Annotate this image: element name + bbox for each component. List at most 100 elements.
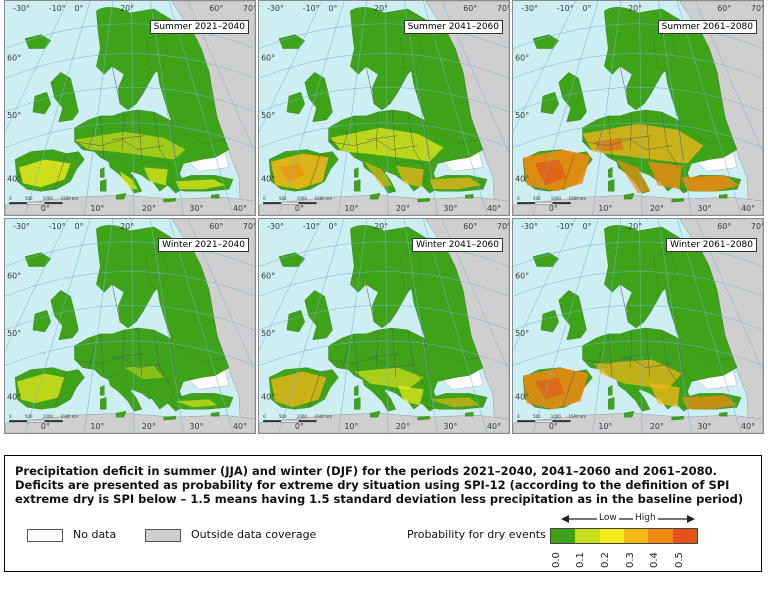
land-iceland	[532, 34, 560, 49]
longitude-label: -30°	[521, 222, 538, 231]
dryness-area	[143, 167, 168, 186]
land-sardinia	[608, 179, 615, 192]
scale-segment	[575, 529, 600, 543]
scale-segment	[623, 529, 649, 543]
land-crete	[163, 415, 176, 421]
country-border	[354, 115, 359, 160]
country-border	[153, 329, 170, 384]
scale-bar-label: 1500 km	[61, 414, 79, 419]
longitude-label: 20°	[396, 422, 410, 431]
country-border	[375, 111, 379, 150]
map-panel-summer-2061-2080: -30° -10° 0° 20° 60° 70° 60° 50° 40° 0° 10° 20° 30° 4…	[512, 0, 764, 216]
land-corsica	[354, 167, 359, 178]
scale-bar-label: 500	[279, 414, 287, 419]
latitude-label: 60°	[515, 271, 529, 280]
latitude-label: 40°	[7, 174, 21, 183]
dryness-area	[271, 371, 327, 408]
country-border	[645, 327, 651, 378]
panel-label: Summer 2061–2080	[657, 20, 757, 34]
latitude-line	[259, 53, 509, 79]
map-panel-winter-2021-2040: -30° -10° 0° 20° 60° 70° 60° 50° 40° 0° 10° 20° 30° 4…	[4, 218, 256, 434]
longitude-label: 30°	[189, 204, 203, 213]
country-border	[643, 310, 653, 323]
country-border	[169, 119, 176, 160]
longitude-label: 20°	[120, 222, 134, 231]
latitude-line	[5, 241, 255, 267]
longitude-label: 60°	[209, 4, 223, 13]
country-border	[365, 284, 375, 323]
land-crete	[417, 415, 430, 421]
probability-title: Probability for dry events	[407, 528, 546, 541]
longitude-label: 0°	[295, 422, 304, 431]
land-cyprus	[465, 411, 474, 417]
dryness-area	[534, 159, 567, 186]
country-border	[112, 353, 144, 358]
country-border	[88, 347, 95, 368]
scale-bar-label: 1000	[43, 196, 54, 201]
longitude-label: 40°	[741, 204, 755, 213]
longitude-label: 10°	[598, 422, 612, 431]
panel-label: Summer 2021–2040	[149, 20, 249, 34]
country-border	[661, 111, 678, 166]
longitude-label: 30°	[443, 422, 457, 431]
europe-map: -30° -10° 0° 20° 60° 70° 60° 50° 40° 0° 10° 20° 30° 4…	[5, 1, 255, 215]
latitude-line	[259, 122, 509, 148]
land-sicily	[623, 192, 635, 200]
land-iceland	[532, 252, 560, 267]
longitude-label: 40°	[487, 204, 501, 213]
map-panel-summer-2021-2040: -30° -10° 0° 20° 60° 70° 60° 50° 40° 0° 10° 20° 30° 4…	[4, 0, 256, 216]
longitude-label: -30°	[13, 222, 30, 231]
land-cyprus	[719, 193, 728, 199]
panel-label: Winter 2041–2060	[412, 238, 503, 252]
longitude-line	[338, 1, 367, 215]
outside-coverage-area	[259, 412, 509, 433]
country-border	[366, 135, 398, 140]
scale-bar-segment	[552, 420, 571, 423]
longitude-label: 10°	[344, 422, 358, 431]
dryness-area	[594, 359, 682, 390]
scale-bar: 0 500 1000 1500 km	[263, 414, 332, 423]
scale-bar-segment	[263, 202, 281, 205]
longitude-line	[24, 219, 91, 433]
scale-segment	[599, 529, 624, 543]
low-label: Low	[597, 513, 619, 523]
land-uk	[304, 290, 333, 341]
land-finland	[145, 34, 168, 73]
scale-bar-label: 0	[517, 414, 520, 419]
land-iceland	[278, 34, 306, 49]
country-border	[74, 139, 164, 150]
longitude-label: 20°	[650, 204, 664, 213]
latitude-label: 50°	[7, 329, 21, 338]
scale-bar-segment	[517, 420, 535, 423]
outside-coverage-area	[513, 194, 763, 215]
scale-bar-segment	[26, 419, 45, 423]
latitude-line	[5, 87, 255, 113]
longitude-label: 10°	[598, 204, 612, 213]
longitude-label: 40°	[487, 422, 501, 431]
country-border	[111, 284, 121, 323]
longitude-line	[385, 1, 389, 215]
longitude-label: 0°	[75, 4, 84, 13]
longitude-label: 70°	[497, 222, 509, 231]
scale-segment	[551, 529, 576, 543]
land-ireland	[286, 309, 305, 333]
longitude-label: 20°	[120, 4, 134, 13]
dryness-area	[364, 161, 392, 188]
europe-map: -30° -10° 0° 20° 60° 70° 60° 50° 40° 0° 10° 20° 30° 4…	[259, 219, 509, 433]
latitude-label: 50°	[515, 329, 529, 338]
scale-bar: 0 500 1000 1500 km	[517, 196, 586, 205]
longitude-label: 60°	[463, 222, 477, 231]
land-crete	[671, 197, 684, 203]
scale-bar-label: 500	[533, 196, 541, 201]
longitude-label: 10°	[90, 422, 104, 431]
scale-bar-label: 500	[533, 414, 541, 419]
longitude-label: 40°	[233, 204, 247, 213]
longitude-label: 0°	[549, 204, 558, 213]
scale-bar-segment	[44, 202, 63, 205]
country-border	[121, 111, 125, 150]
longitude-label: 0°	[41, 204, 50, 213]
scale-bar: 0 500 1000 1500 km	[517, 414, 586, 423]
scale-bar-segment	[9, 202, 27, 205]
dryness-area	[175, 399, 218, 408]
longitude-label: 20°	[142, 204, 156, 213]
